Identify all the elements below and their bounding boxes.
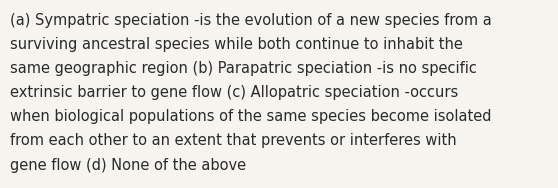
Text: from each other to an extent that prevents or interferes with: from each other to an extent that preven… [10, 133, 456, 149]
Text: extrinsic barrier to gene flow (c) Allopatric speciation -occurs: extrinsic barrier to gene flow (c) Allop… [10, 85, 458, 100]
Text: when biological populations of the same species become isolated: when biological populations of the same … [10, 109, 492, 124]
Text: surviving ancestral species while both continue to inhabit the: surviving ancestral species while both c… [10, 37, 463, 52]
Text: same geographic region (b) Parapatric speciation -is no specific: same geographic region (b) Parapatric sp… [10, 61, 477, 76]
Text: gene flow (d) None of the above: gene flow (d) None of the above [10, 158, 246, 173]
Text: (a) Sympatric speciation -is the evolution of a new species from a: (a) Sympatric speciation -is the evoluti… [10, 13, 492, 28]
